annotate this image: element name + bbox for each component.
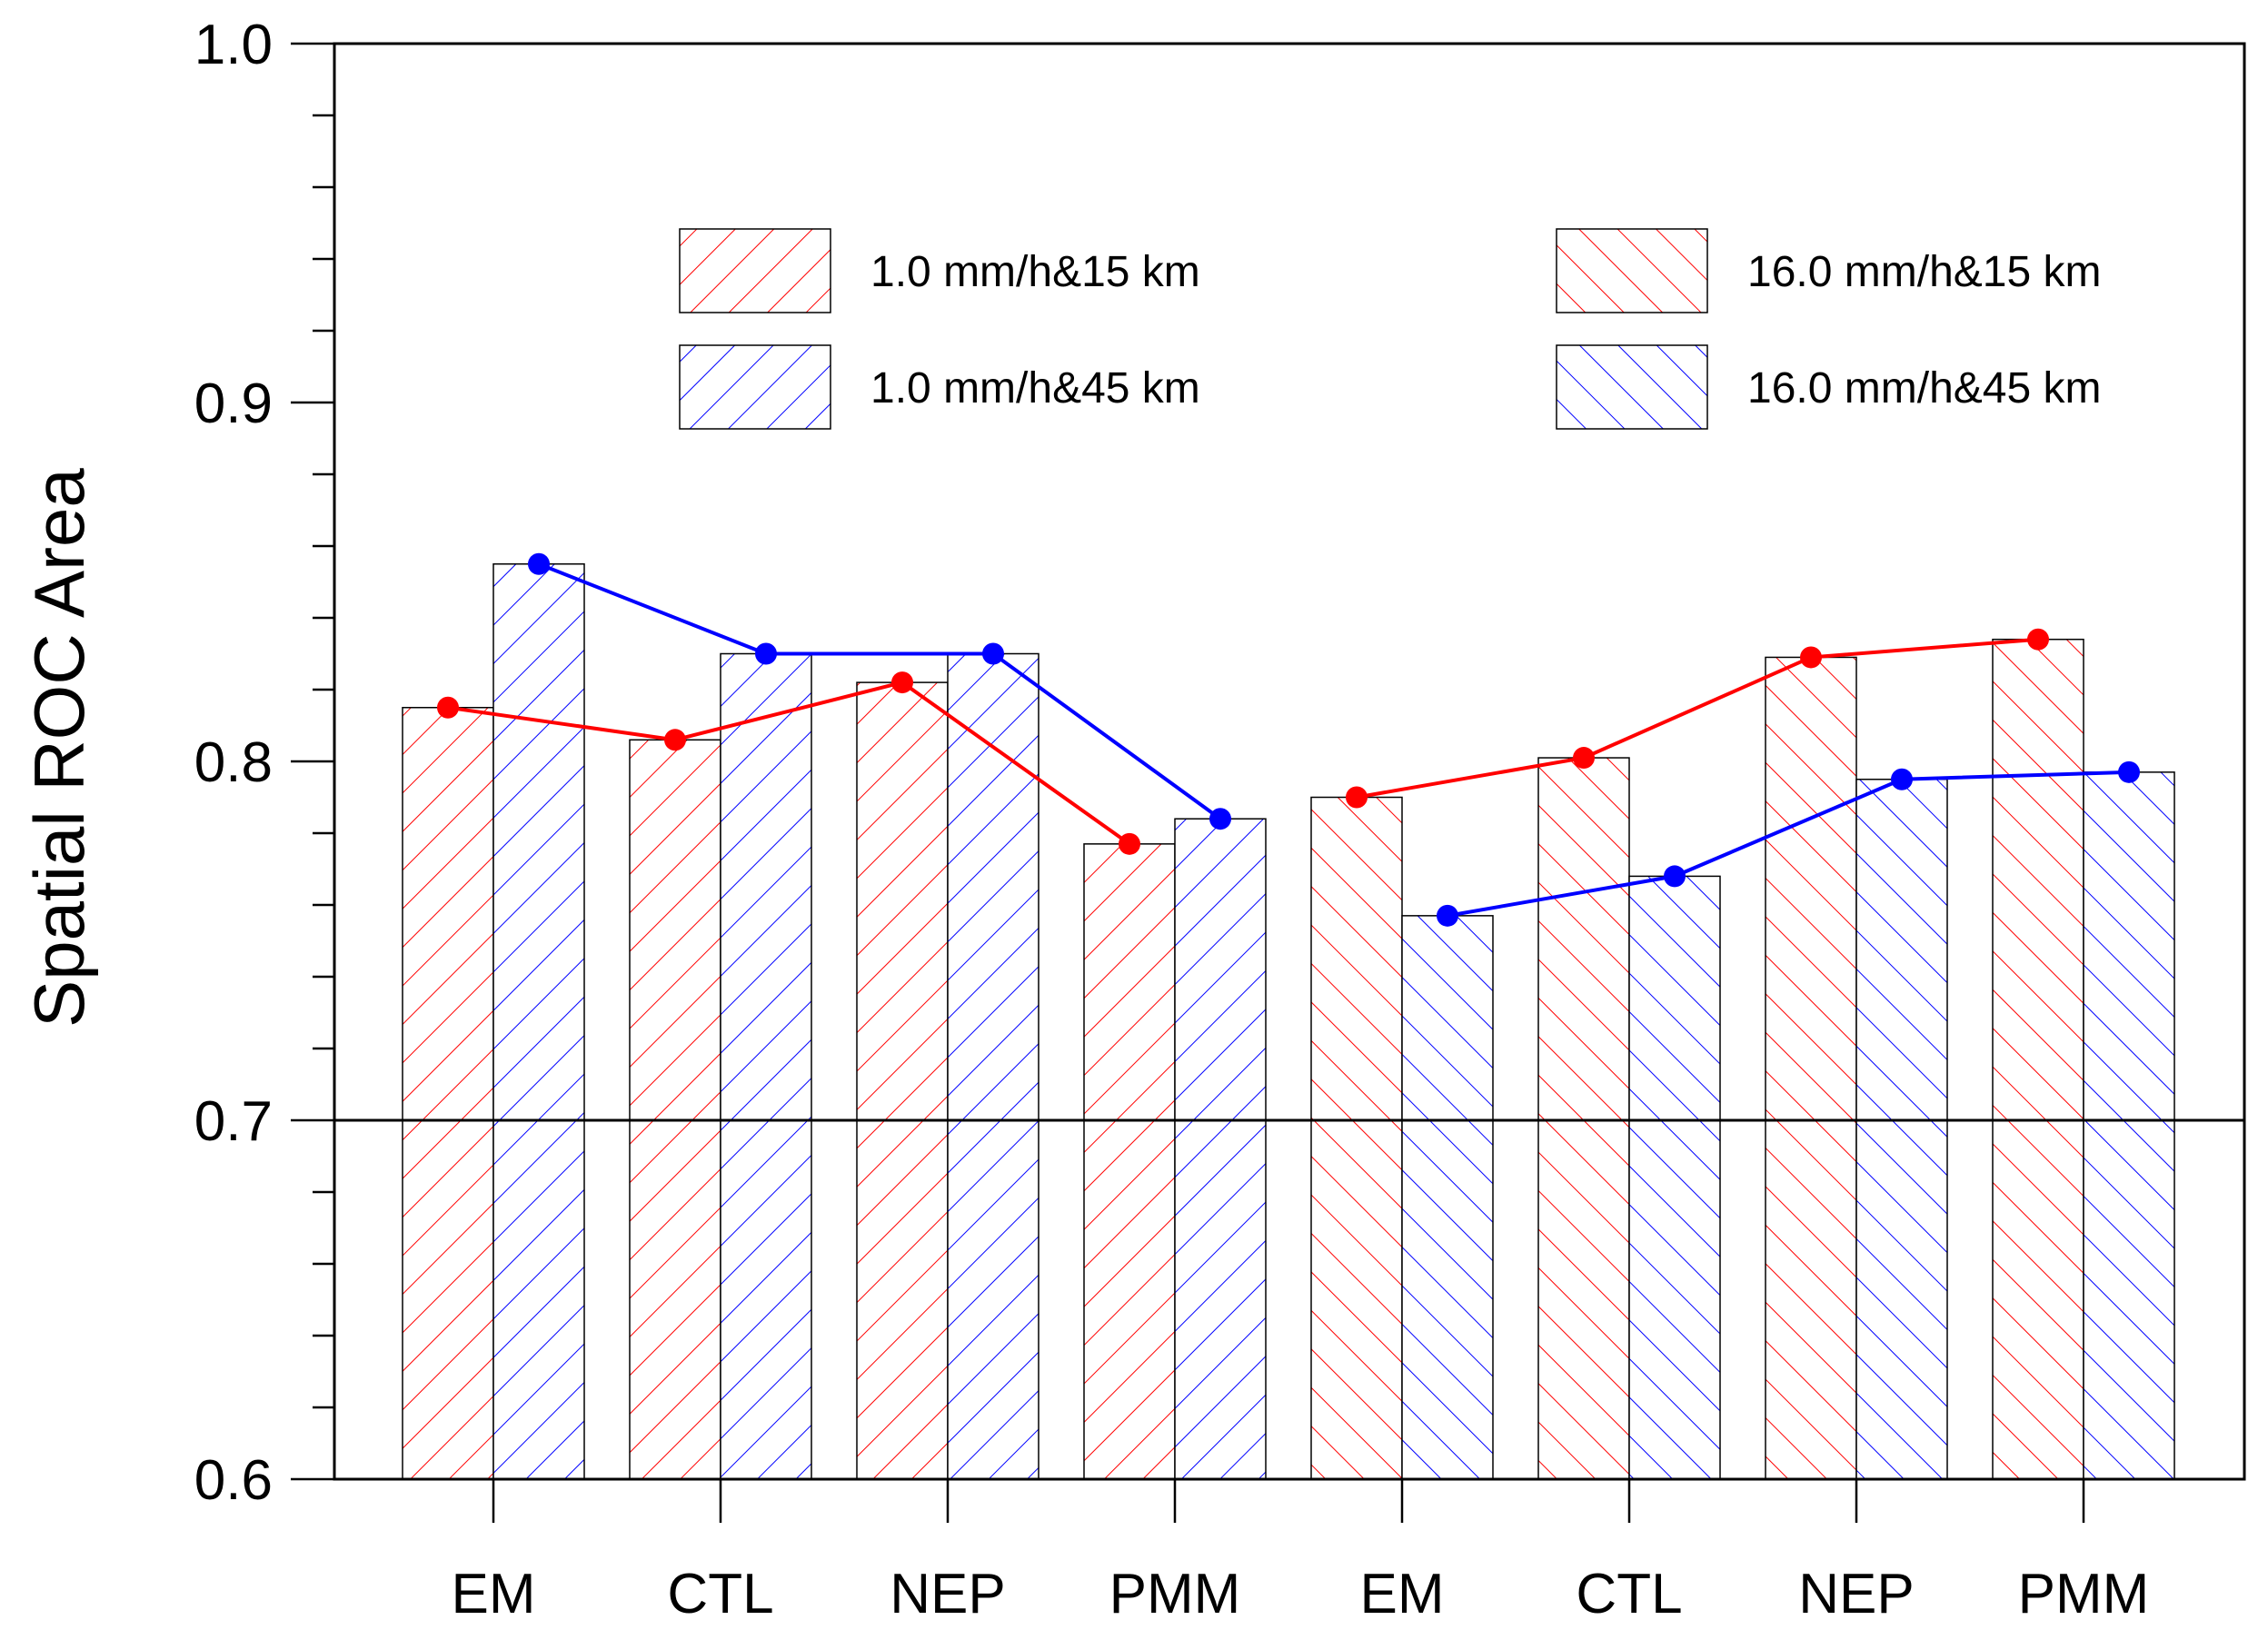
axes-layer: 0.6 0.7 0.8 0.9 1.0 EM CTL NEP PMM EM CTL NEP PMM	[194, 14, 2246, 1625]
x-tick-label: PMM	[1109, 1563, 1241, 1625]
line-1-0-mm-h-45-km-marker-3	[1209, 808, 1231, 830]
legend: 1.0 mm/h&15 km 1.0 mm/h&45 km 16.0 mm/h&15…	[679, 228, 2101, 430]
bar-16-0-mm-h-15-km-nep	[1765, 656, 1857, 1480]
legend-label-0: 1.0 mm/h&15 km	[870, 248, 1200, 296]
line-1-0-mm-h-45-km-marker-0	[528, 552, 550, 575]
line-16-0-mm-h-15-km-marker-2	[1800, 646, 1822, 669]
line-16-0-mm-h-15-km	[1356, 637, 2039, 800]
y-tick-label: 1.0	[194, 14, 273, 76]
line-16-0-mm-h-15-km-marker-3	[2027, 628, 2049, 651]
y-tick-label: 0.8	[194, 731, 273, 794]
bar-1-0-mm-h-45-km-em	[492, 563, 585, 1480]
x-tick-label: CTL	[667, 1563, 773, 1625]
x-tick-label: EM	[452, 1563, 536, 1625]
y-tick-label: 0.6	[194, 1449, 273, 1512]
y-tick-label: 0.9	[194, 373, 273, 435]
bar-1-0-mm-h-15-km-em	[402, 707, 494, 1480]
x-tick-label: NEP	[890, 1563, 1005, 1625]
y-tick-label: 0.7	[194, 1090, 273, 1153]
x-tick-label: EM	[1360, 1563, 1445, 1625]
line-1-0-mm-h-45-km	[538, 562, 1222, 820]
x-tick-label: CTL	[1576, 1563, 1682, 1625]
x-tick-label: NEP	[1798, 1563, 1914, 1625]
line-1-0-mm-h-45-km-marker-2	[982, 642, 1004, 665]
legend-swatch-1	[679, 344, 831, 430]
legend-label-1: 1.0 mm/h&45 km	[870, 364, 1200, 412]
legend-label-3: 16.0 mm/h&45 km	[1747, 364, 2101, 412]
bar-16-0-mm-h-15-km-em	[1310, 796, 1403, 1480]
bar-1-0-mm-h-45-km-ctl	[720, 652, 812, 1480]
bar-1-0-mm-h-45-km-pmm	[1174, 818, 1267, 1480]
bar-16-0-mm-h-15-km-ctl	[1537, 757, 1630, 1480]
legend-label-2: 16.0 mm/h&15 km	[1747, 248, 2101, 296]
line-1-0-mm-h-15-km-marker-0	[437, 696, 459, 719]
bar-16-0-mm-h-45-km-pmm	[2083, 771, 2175, 1480]
line-1-0-mm-h-15-km-marker-2	[891, 671, 913, 694]
line-16-0-mm-h-45-km	[1447, 770, 2130, 918]
bar-1-0-mm-h-15-km-pmm	[1083, 843, 1176, 1480]
line-16-0-mm-h-45-km-marker-2	[1891, 768, 1913, 790]
x-tick-label: PMM	[2018, 1563, 2150, 1625]
bar-16-0-mm-h-45-km-nep	[1855, 779, 1948, 1480]
line-16-0-mm-h-15-km-marker-1	[1573, 747, 1595, 770]
lines-layer	[437, 552, 2140, 927]
bar-16-0-mm-h-15-km-pmm	[1992, 638, 2084, 1480]
line-1-0-mm-h-45-km-marker-1	[755, 642, 777, 665]
legend-swatch-3	[1556, 344, 1708, 430]
line-1-0-mm-h-15-km-marker-3	[1119, 832, 1140, 855]
line-1-0-mm-h-15-km	[447, 680, 1131, 846]
line-16-0-mm-h-45-km-marker-1	[1664, 865, 1686, 888]
y-axis-title: Spatial ROC Area	[19, 468, 99, 1028]
bar-16-0-mm-h-45-km-ctl	[1628, 875, 1721, 1480]
bars-layer	[402, 563, 2175, 1480]
line-16-0-mm-h-45-km-marker-3	[2118, 760, 2140, 783]
legend-swatch-2	[1556, 228, 1708, 313]
bar-1-0-mm-h-15-km-nep	[856, 681, 949, 1480]
legend-swatch-0	[679, 228, 831, 313]
bar-1-0-mm-h-45-km-nep	[947, 652, 1040, 1480]
bar-16-0-mm-h-45-km-em	[1401, 915, 1494, 1480]
line-1-0-mm-h-15-km-marker-1	[664, 729, 686, 751]
line-16-0-mm-h-45-km-marker-0	[1437, 904, 1458, 927]
line-16-0-mm-h-15-km-marker-0	[1346, 786, 1368, 809]
bar-1-0-mm-h-15-km-ctl	[629, 739, 721, 1480]
